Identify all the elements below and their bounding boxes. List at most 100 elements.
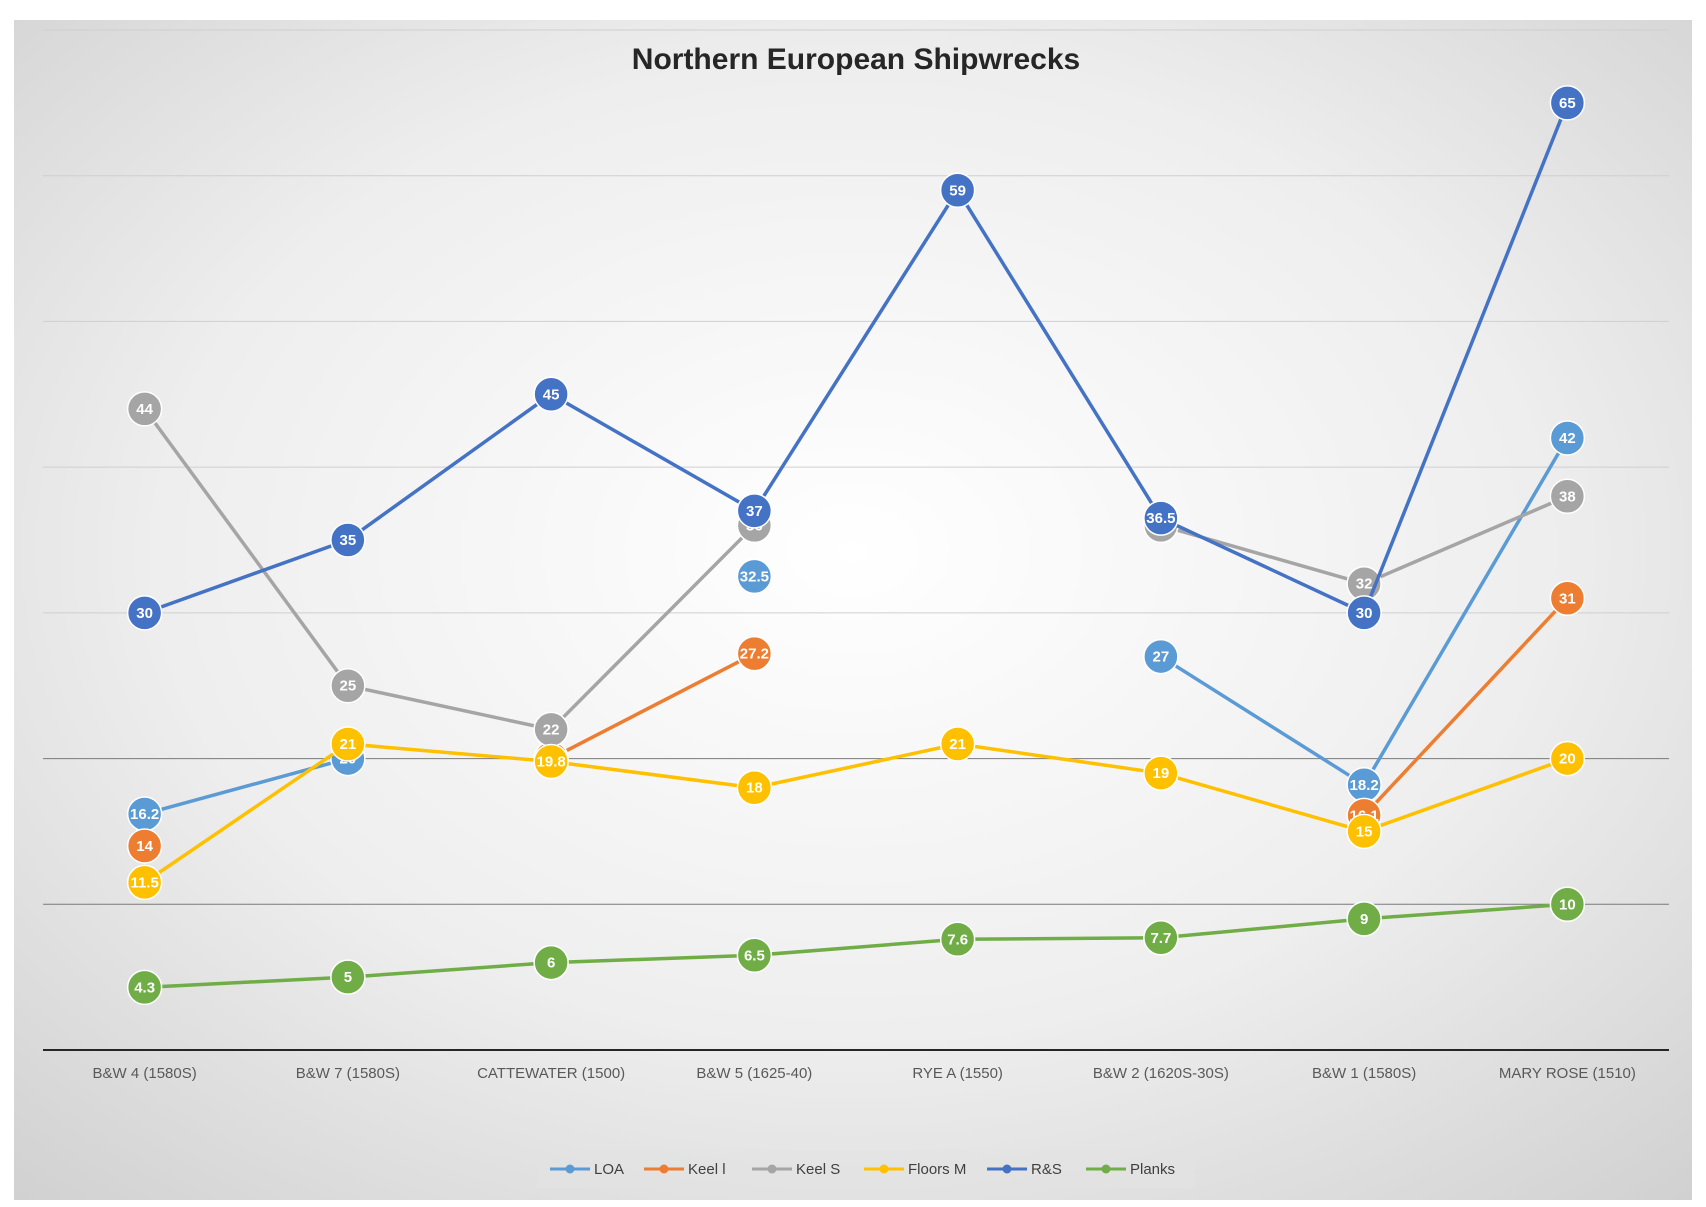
data-label: 4.3 <box>134 979 155 996</box>
data-label: 18 <box>746 780 763 797</box>
legend-label: Keel l <box>688 1161 726 1178</box>
data-label: 16.2 <box>130 806 159 823</box>
data-label: 7.6 <box>947 931 968 948</box>
legend-item: Keel S <box>752 1161 840 1178</box>
series-line-segment <box>346 683 553 732</box>
data-label: 20 <box>1559 751 1576 768</box>
data-point-marker <box>1549 886 1586 923</box>
series-line-segment <box>346 742 553 764</box>
data-label: 11.5 <box>130 874 158 891</box>
x-tick-label: RYE A (1550) <box>912 1065 1003 1082</box>
series-line-segment <box>346 392 553 542</box>
x-tick-label: B&W 4 (1580S) <box>93 1065 197 1082</box>
x-tick-label: MARY ROSE (1510) <box>1499 1065 1636 1082</box>
series-line-segment <box>1362 596 1570 818</box>
series-line-segment <box>549 392 757 513</box>
chart-title: Northern European Shipwrecks <box>632 43 1080 76</box>
data-label: 9 <box>1360 911 1368 928</box>
chart-background <box>14 20 1692 1200</box>
series-line-segment <box>752 937 960 958</box>
data-label: 15 <box>1356 823 1373 840</box>
series-line-segment <box>1159 516 1366 615</box>
data-label: 31 <box>1559 590 1576 607</box>
data-label: 65 <box>1559 95 1576 112</box>
data-point-marker <box>1346 901 1382 937</box>
data-point-marker <box>1143 920 1179 956</box>
legend-label: Keel S <box>796 1161 840 1178</box>
line-chart: Northern European Shipwrecks B&W 4 (1580… <box>14 20 1692 1200</box>
series-line-segment <box>1362 902 1570 921</box>
data-point-marker <box>330 522 366 558</box>
x-tick-label: B&W 7 (1580S) <box>296 1065 400 1082</box>
data-point-marker <box>1346 595 1382 631</box>
data-point-marker <box>736 635 773 672</box>
data-label: 44 <box>136 401 153 418</box>
data-point-marker <box>1549 580 1586 617</box>
data-point-marker <box>533 944 569 981</box>
data-point-marker <box>1549 420 1586 456</box>
legend-swatch-marker <box>565 1164 575 1174</box>
data-point-marker <box>126 595 163 631</box>
legend-label: R&S <box>1031 1161 1062 1178</box>
data-label: 37 <box>746 503 763 520</box>
series-r-s: 30 35 45 37 59 36.5 30 65 <box>126 85 1586 631</box>
data-point-marker <box>330 959 366 995</box>
data-label: 42 <box>1559 430 1576 447</box>
data-label: 7.7 <box>1150 930 1171 947</box>
data-point-marker <box>330 667 366 704</box>
series-line-segment <box>142 538 350 615</box>
data-point-marker <box>736 493 773 529</box>
x-tick-label: B&W 5 (1625-40) <box>696 1065 812 1082</box>
series-line-segment <box>142 975 350 990</box>
data-label: 36.5 <box>1146 510 1175 527</box>
data-label: 59 <box>949 182 966 199</box>
series-floors-m: 11.5 21 19.8 18 21 19 15 20 <box>126 726 1586 901</box>
series-line-segment <box>549 523 757 732</box>
data-point-marker <box>736 937 773 974</box>
x-tick-label: B&W 2 (1620S-30S) <box>1093 1065 1229 1082</box>
data-point-marker <box>1143 500 1179 536</box>
data-point-marker <box>533 743 569 780</box>
x-tick-label: B&W 1 (1580S) <box>1312 1065 1416 1082</box>
data-point-marker <box>533 376 569 413</box>
legend-label: Planks <box>1130 1161 1175 1178</box>
series-line-segment <box>1362 494 1570 586</box>
legend: LOA Keel l Keel S Floors M R&S Planks <box>537 1150 1195 1188</box>
series-line-segment <box>549 759 757 790</box>
legend-item: R&S <box>987 1161 1062 1178</box>
data-point-marker <box>330 726 366 762</box>
data-point-marker <box>126 969 163 1006</box>
data-label: 38 <box>1559 488 1576 505</box>
data-label: 45 <box>543 386 560 403</box>
data-label: 21 <box>340 736 357 753</box>
legend-item: Keel l <box>644 1161 726 1178</box>
series-line-segment <box>1159 917 1366 940</box>
series-line-segment <box>346 960 553 979</box>
legend-swatch-marker <box>879 1164 889 1174</box>
series-line-segment <box>1362 101 1570 615</box>
legend-swatch-marker <box>1101 1164 1111 1174</box>
series-line-segment <box>1159 654 1366 787</box>
legend-swatch-marker <box>1002 1164 1012 1174</box>
legend-item: Floors M <box>864 1161 966 1178</box>
series-line-segment <box>549 651 757 761</box>
legend-item: Planks <box>1086 1161 1175 1178</box>
data-point-marker <box>736 769 773 806</box>
data-label: 6.5 <box>744 947 765 964</box>
data-label: 27 <box>1153 649 1170 666</box>
data-label: 32.5 <box>740 568 769 585</box>
data-label: 30 <box>1356 605 1373 622</box>
series-line-segment <box>955 188 1163 520</box>
data-point-marker <box>1346 813 1382 850</box>
series-line-segment <box>1362 436 1570 787</box>
data-label: 32 <box>1356 576 1373 593</box>
data-label: 30 <box>136 605 153 622</box>
data-point-marker <box>1549 85 1586 121</box>
series-loa: 16.2 20 32.5 27 18.2 42 <box>126 420 1586 832</box>
data-label: 35 <box>340 532 357 549</box>
data-label: 18.2 <box>1350 777 1379 794</box>
series-planks: 4.3 5 6 6.5 7.6 7.7 9 10 <box>126 886 1586 1006</box>
data-label: 10 <box>1559 896 1576 913</box>
chart-area: Northern European Shipwrecks B&W 4 (1580… <box>14 20 1692 1200</box>
data-point-marker <box>1143 755 1179 791</box>
